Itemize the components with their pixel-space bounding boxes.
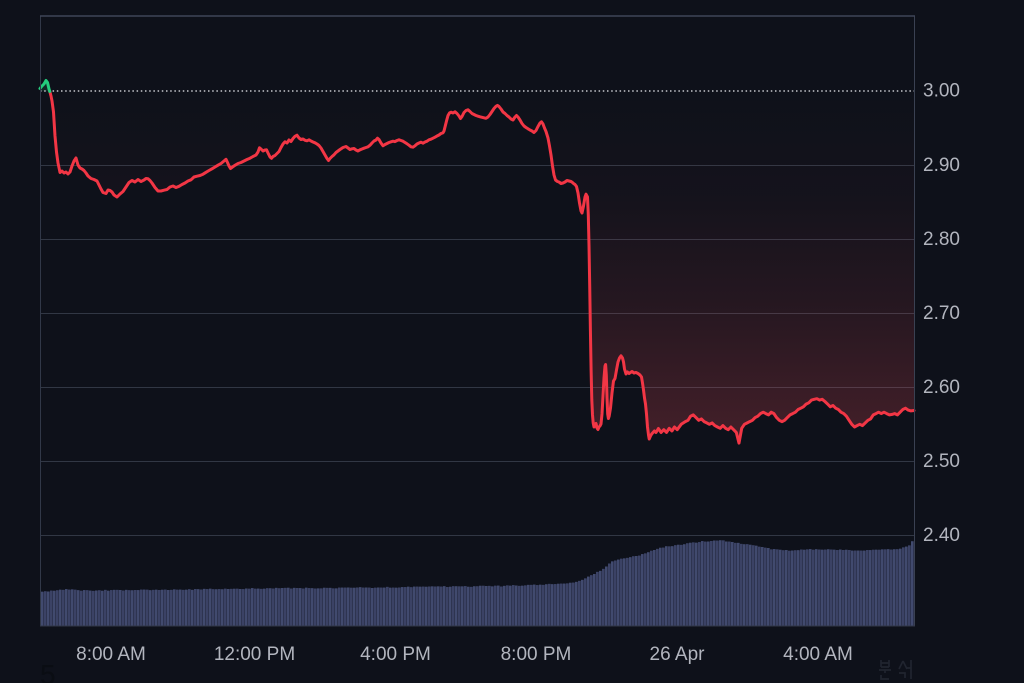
svg-text:2.90: 2.90 (923, 155, 960, 176)
svg-text:2.70: 2.70 (923, 303, 960, 324)
svg-text:8:00 PM: 8:00 PM (501, 644, 572, 665)
svg-text:2.60: 2.60 (923, 377, 960, 398)
svg-text:12:00 PM: 12:00 PM (214, 644, 295, 665)
svg-text:2.80: 2.80 (923, 229, 960, 250)
svg-text:4:00 AM: 4:00 AM (783, 644, 853, 665)
svg-text:26 Apr: 26 Apr (650, 644, 706, 665)
svg-text:3.00: 3.00 (923, 81, 960, 102)
svg-text:2.40: 2.40 (923, 525, 960, 546)
svg-text:2.50: 2.50 (923, 451, 960, 472)
svg-text:8:00 AM: 8:00 AM (76, 644, 146, 665)
svg-text:4:00 PM: 4:00 PM (360, 644, 431, 665)
svg-text:5: 5 (40, 659, 56, 683)
